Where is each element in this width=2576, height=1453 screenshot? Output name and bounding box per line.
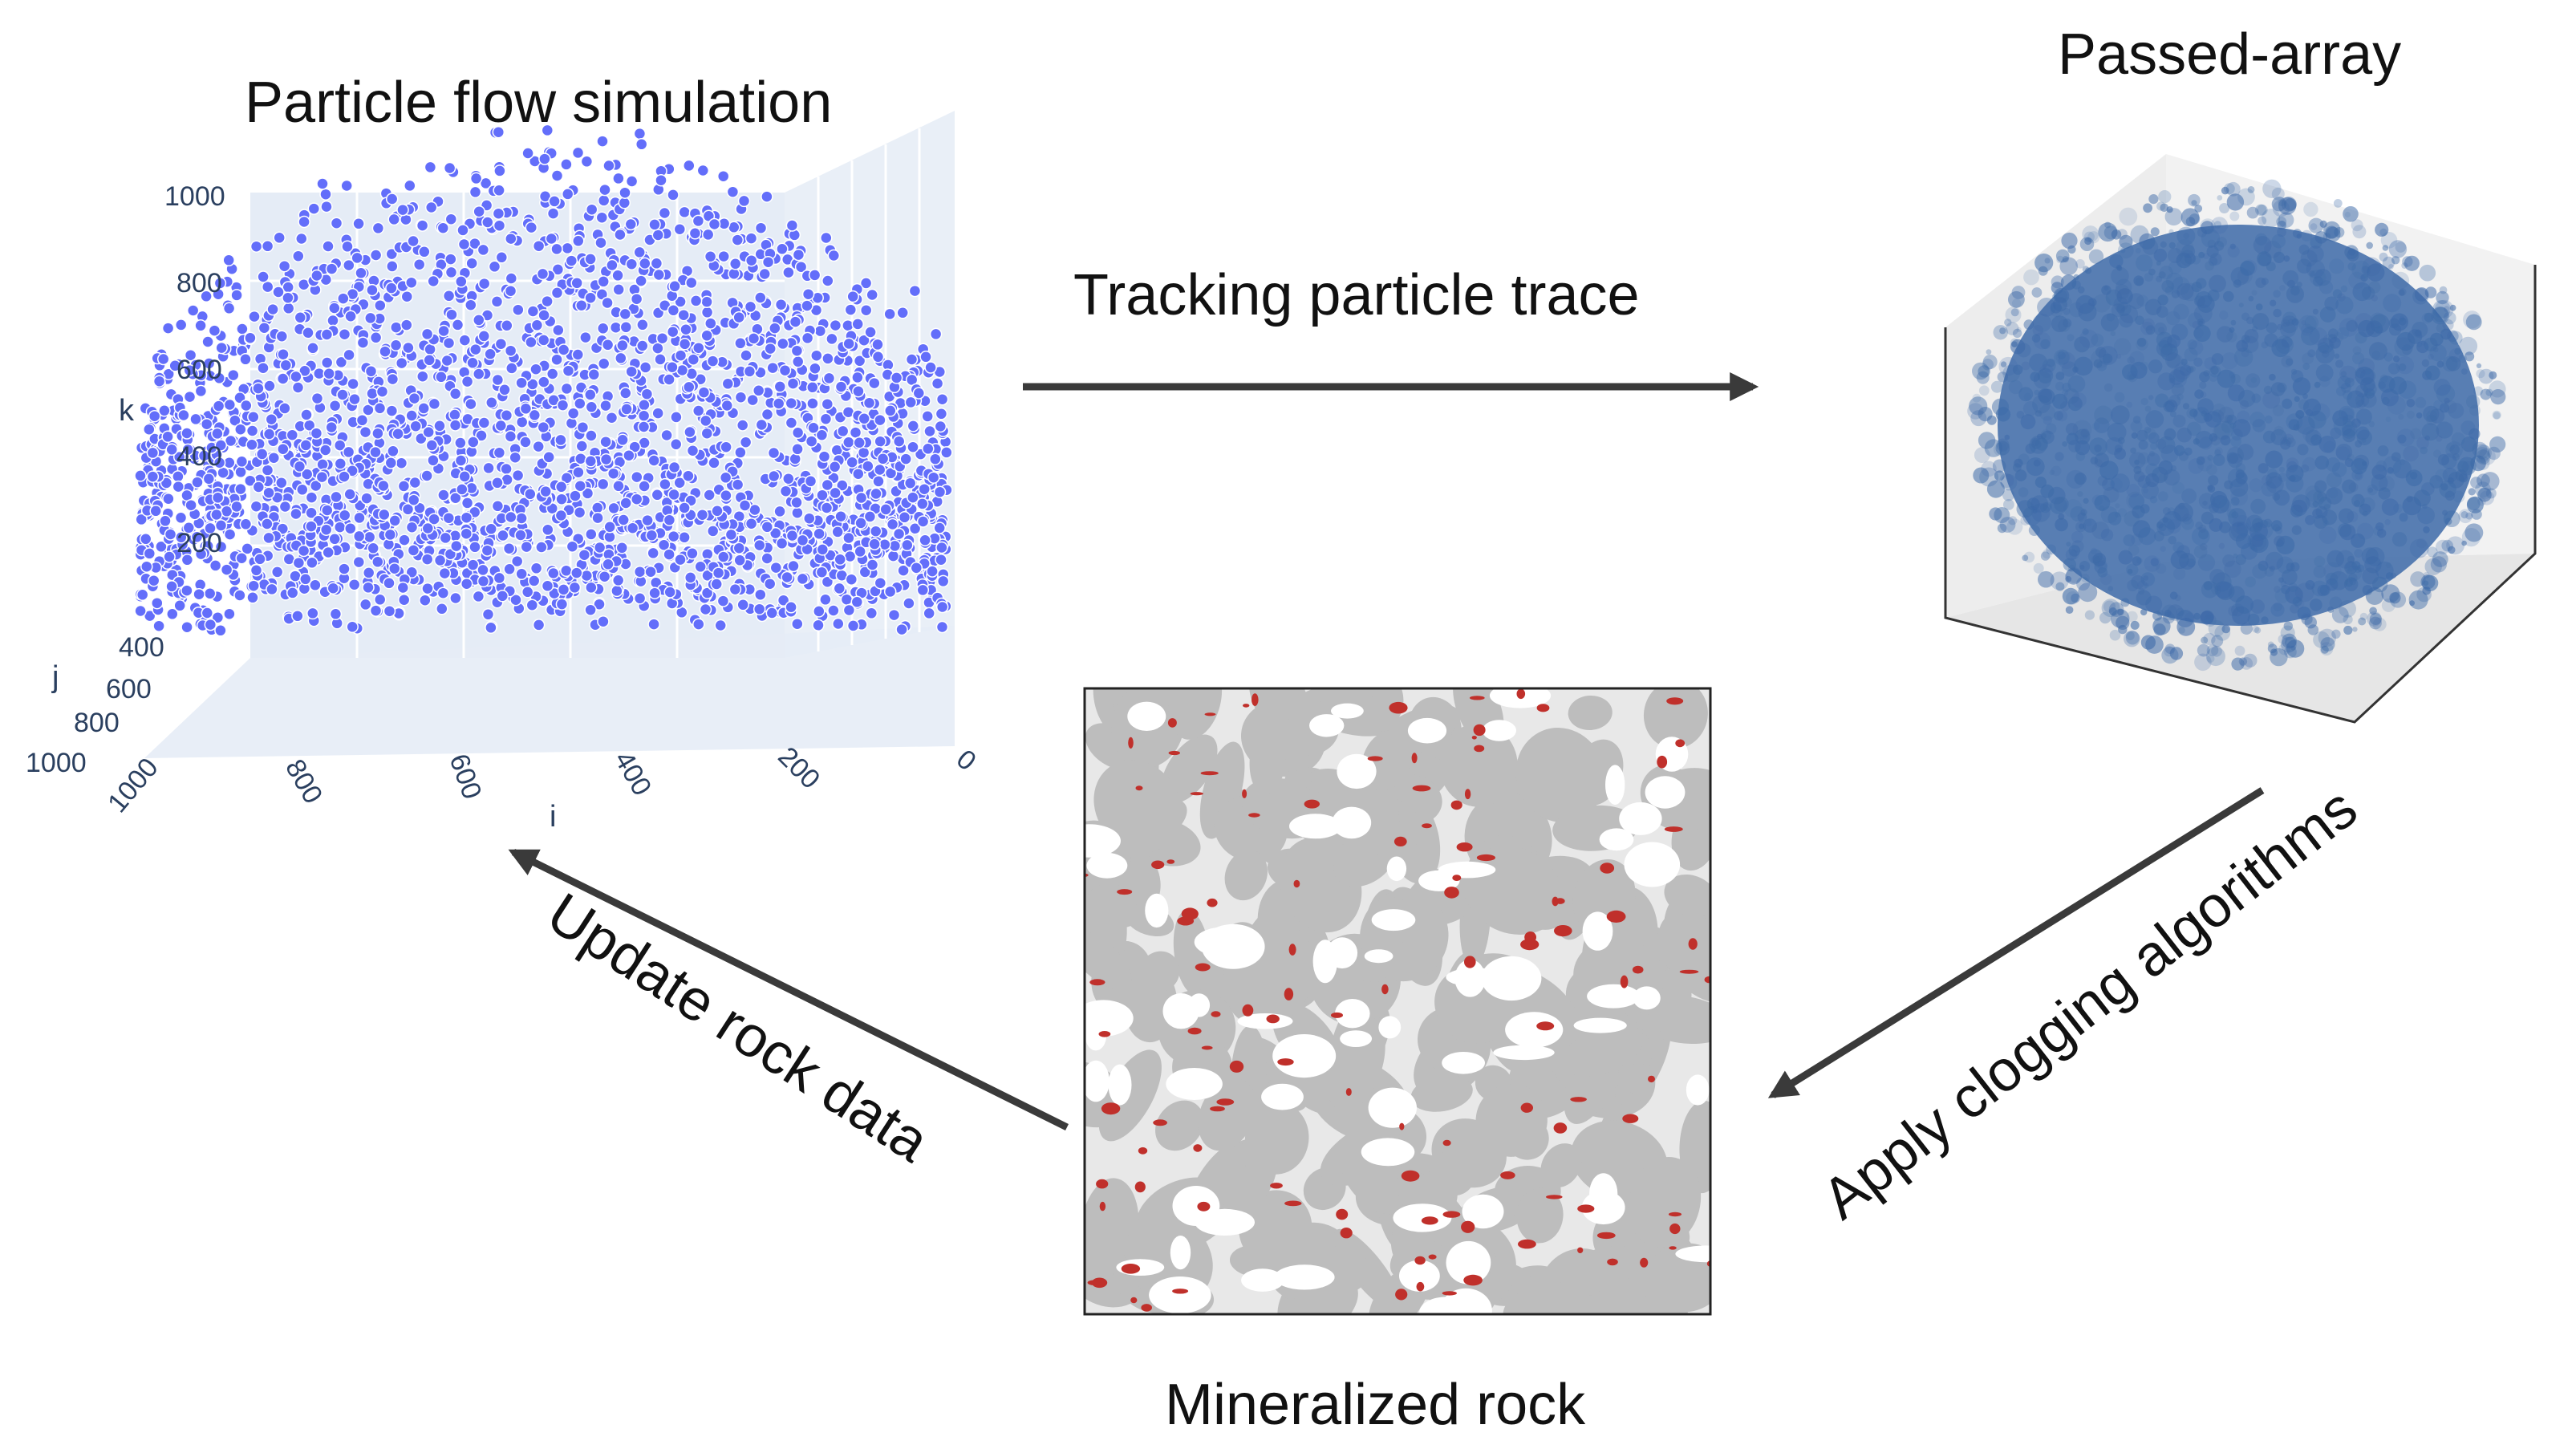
j-axis-label: j xyxy=(51,660,59,694)
cube-title: Passed-array xyxy=(2058,22,2402,87)
j-tick-400: 400 xyxy=(119,632,164,663)
i-axis-label: i xyxy=(550,800,556,834)
i-tick-400: 400 xyxy=(608,746,657,801)
scatter-points xyxy=(134,124,953,637)
j-tick-1000: 1000 xyxy=(26,748,87,778)
j-tick-800: 800 xyxy=(74,708,120,738)
i-tick-1000: 1000 xyxy=(102,753,164,818)
i-tick-0: 0 xyxy=(951,744,982,777)
scatter-title: Particle flow simulation xyxy=(245,71,833,135)
i-tick-800: 800 xyxy=(279,754,328,809)
k-axis-label: k xyxy=(119,394,135,428)
arrow-update xyxy=(508,848,1069,1131)
j-tick-600: 600 xyxy=(106,674,152,704)
mineralized-rock-image xyxy=(1083,687,1712,1316)
arrow-label-tracking: Tracking particle trace xyxy=(1073,263,1640,327)
cube-particle-cloud xyxy=(1967,179,2506,672)
k-tick-200: 200 xyxy=(176,528,222,558)
rock-grains xyxy=(1085,688,1710,1314)
k-tick-400: 400 xyxy=(176,441,222,472)
scatter-floor xyxy=(144,626,955,758)
arrow-clogging xyxy=(1767,787,2265,1098)
k-tick-600: 600 xyxy=(176,355,222,385)
rock-title: Mineralized rock xyxy=(1165,1373,1586,1437)
passed-array-cube xyxy=(1944,154,2537,724)
i-tick-200: 200 xyxy=(772,741,826,795)
k-tick-800: 800 xyxy=(176,268,222,298)
i-tick-600: 600 xyxy=(443,750,487,803)
scatter-plot-3d: 1000 800 600 400 200 k 400 600 800 1000 … xyxy=(26,111,982,834)
k-tick-1000: 1000 xyxy=(164,181,225,212)
rock-frame xyxy=(1083,687,1712,1316)
